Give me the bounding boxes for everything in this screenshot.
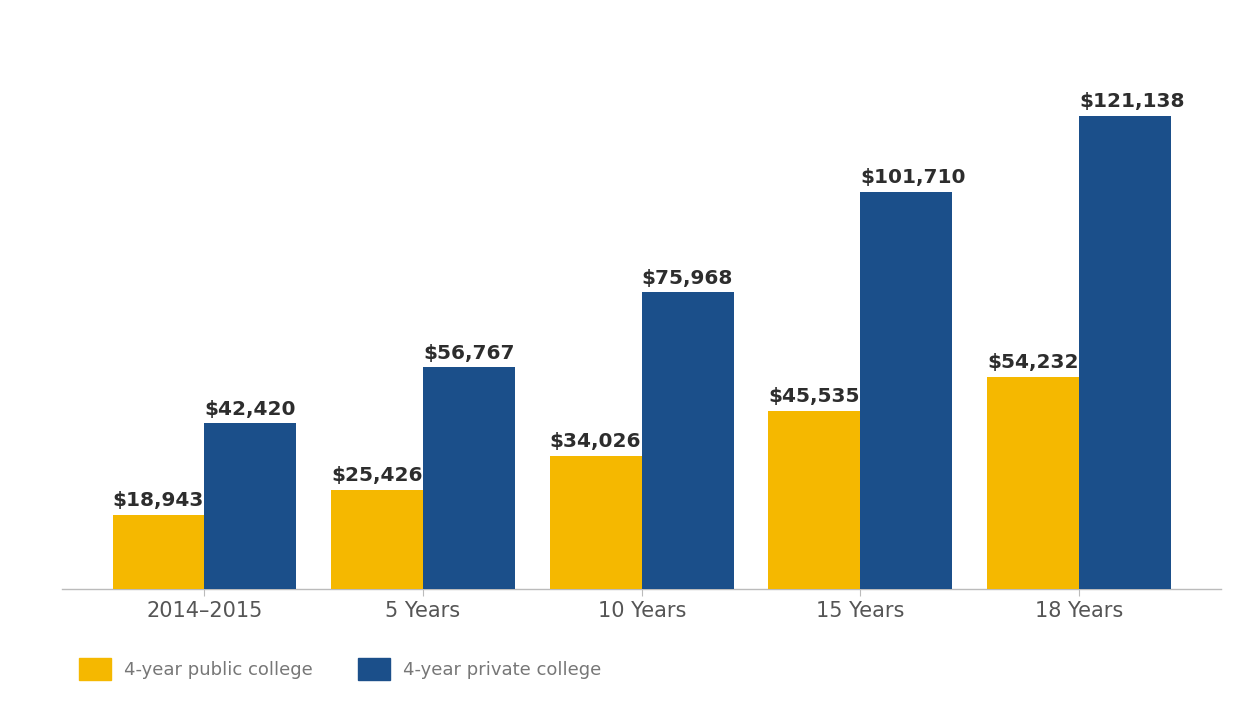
Bar — [987, 377, 1079, 589]
Bar — [642, 292, 734, 589]
Bar — [204, 423, 297, 589]
Bar — [112, 515, 204, 589]
Bar — [331, 490, 424, 589]
Text: $25,426: $25,426 — [331, 466, 422, 485]
Text: $121,138: $121,138 — [1079, 93, 1185, 111]
Text: $18,943: $18,943 — [112, 491, 204, 510]
Bar — [860, 192, 952, 589]
Text: $56,767: $56,767 — [424, 343, 515, 363]
Text: $34,026: $34,026 — [549, 432, 642, 452]
Bar — [424, 367, 515, 589]
Legend: 4-year public college, 4-year private college: 4-year public college, 4-year private co… — [71, 651, 608, 687]
Text: $45,535: $45,535 — [769, 388, 860, 406]
Bar — [769, 411, 860, 589]
Text: $42,420: $42,420 — [204, 399, 295, 419]
Bar — [1079, 116, 1171, 589]
Text: $75,968: $75,968 — [642, 269, 733, 288]
Text: $54,232: $54,232 — [987, 353, 1079, 373]
Bar — [549, 456, 642, 589]
Text: $101,710: $101,710 — [860, 168, 966, 187]
